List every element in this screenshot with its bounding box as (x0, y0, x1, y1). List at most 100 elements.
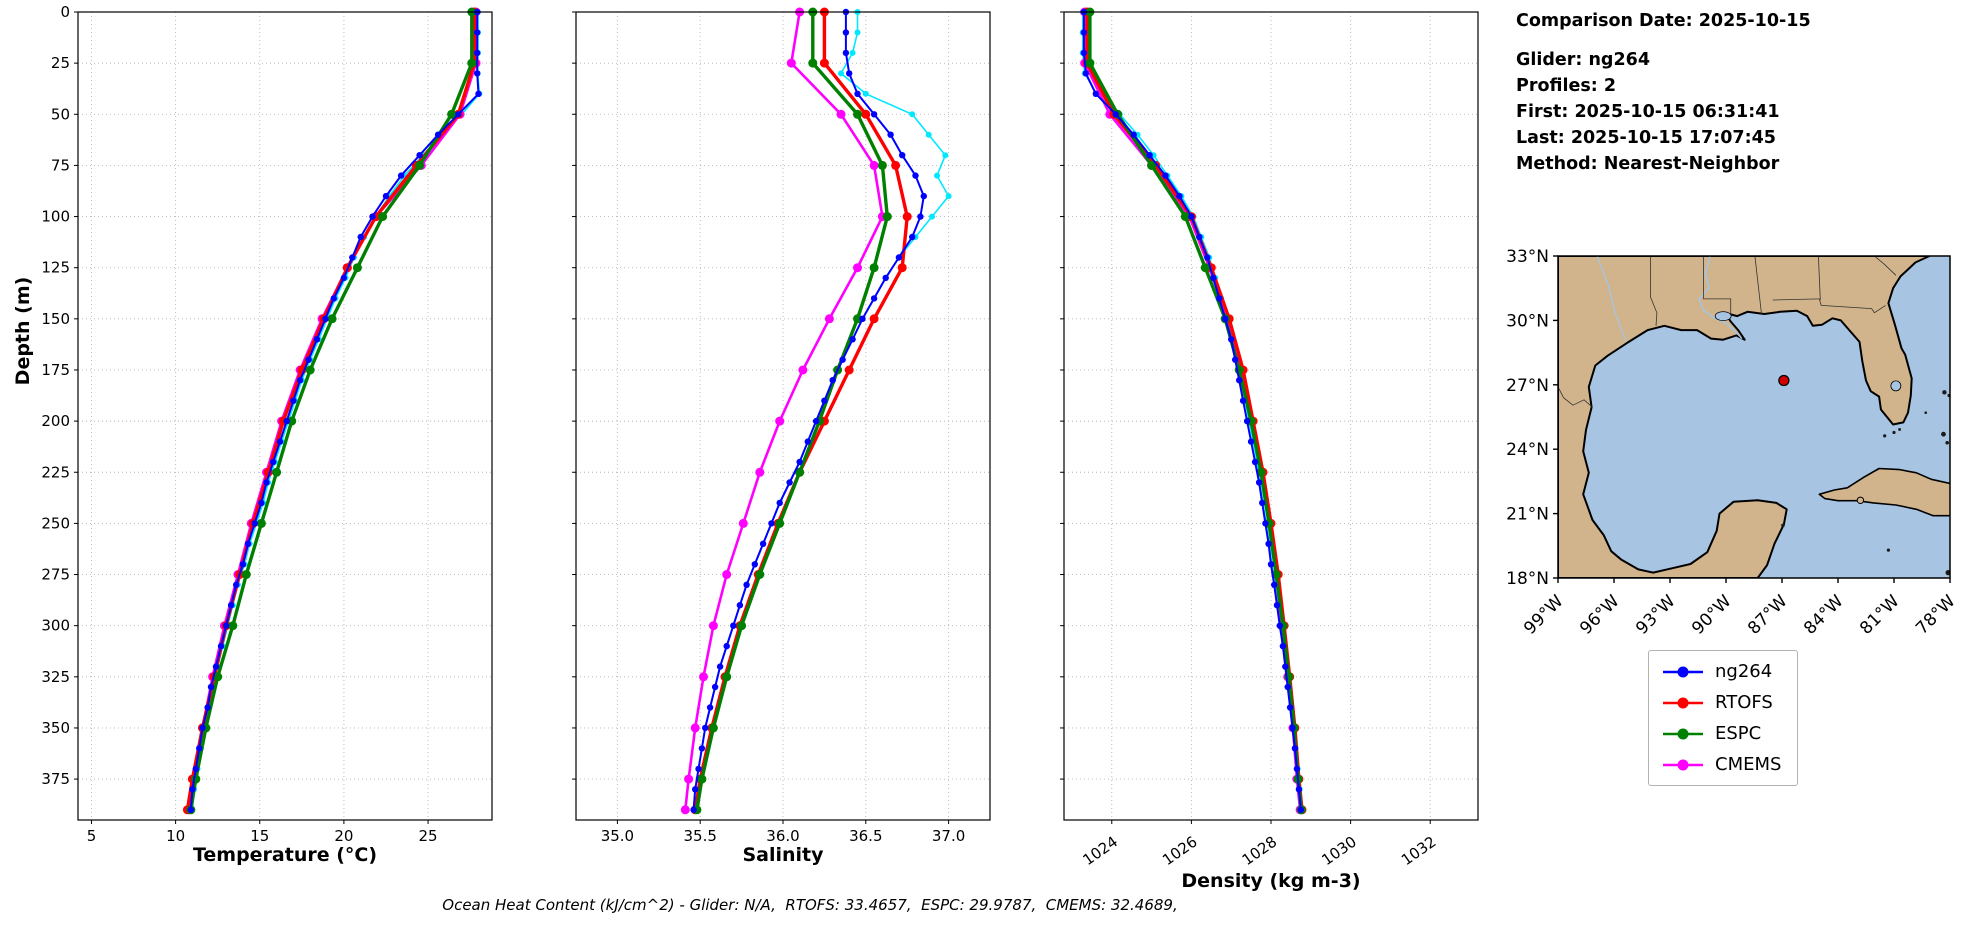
lake-okeechobee (1890, 380, 1902, 392)
series-marker (711, 683, 719, 691)
series-marker (322, 315, 329, 322)
series-espc-density (1085, 7, 1306, 815)
x-tick-label: 1032 (1398, 833, 1440, 870)
lon-tick-label: 78°W (1912, 591, 1959, 638)
series-marker (1293, 765, 1301, 773)
series-marker (213, 672, 223, 682)
series-marker (902, 212, 912, 222)
series-marker (1236, 377, 1243, 384)
x-tick-label: 1028 (1239, 833, 1281, 870)
lon-tick-label: 81°W (1856, 591, 1903, 638)
y-tick-label: 375 (41, 770, 70, 788)
series-marker (474, 49, 481, 57)
series-marker (698, 745, 706, 752)
series-marker (768, 520, 775, 527)
admin-border (1754, 256, 1762, 315)
series-marker (804, 438, 811, 445)
series-marker (1180, 212, 1190, 222)
series-marker (842, 29, 850, 36)
series-marker (475, 90, 482, 98)
series-marker (1085, 58, 1095, 68)
series-marker (862, 90, 869, 97)
lon-tick-label: 84°W (1800, 591, 1847, 638)
series-marker (305, 365, 315, 375)
legend-marker-icon (1663, 728, 1703, 739)
lon-tick-label: 90°W (1688, 591, 1735, 638)
series-marker (722, 672, 732, 682)
comparison-info-block: Comparison Date: 2025-10-15 Glider: ng26… (1516, 8, 1811, 177)
series-marker (1210, 274, 1217, 282)
x-tick-label: 1024 (1079, 833, 1121, 870)
series-marker (352, 263, 362, 273)
series-marker (692, 786, 699, 793)
series-marker (378, 212, 388, 222)
series-marker (340, 274, 348, 282)
series-marker (737, 621, 747, 631)
series-marker (929, 213, 935, 220)
series-marker (708, 621, 718, 631)
series-marker (434, 131, 442, 138)
series-marker (751, 561, 758, 568)
series-marker (1188, 213, 1195, 220)
depth-axis-label: Depth (m) (12, 276, 34, 386)
series-marker (1271, 581, 1278, 588)
lake-pontchartrain (1714, 311, 1732, 322)
series-marker (869, 263, 879, 273)
series-marker (1251, 458, 1259, 466)
series-marker (812, 417, 820, 425)
lat-tick-label: 21°N (1506, 505, 1549, 525)
first-profile-time-text: First: 2025-10-15 06:31:41 (1516, 102, 1780, 122)
series-marker (854, 90, 861, 98)
legend-item-rtofs: RTOFS (1661, 692, 1781, 713)
series-marker (1176, 192, 1183, 200)
series-marker (882, 274, 889, 282)
info-spacer (1516, 34, 1811, 47)
series-marker (684, 774, 694, 784)
lat-tick-label: 24°N (1506, 440, 1549, 460)
plot-frame (77, 11, 493, 821)
series-marker (382, 192, 390, 200)
legend-dot (1677, 666, 1689, 677)
series-marker (786, 58, 796, 68)
series-ng264-salinity (690, 8, 927, 813)
series-marker (849, 49, 856, 56)
series-marker (349, 254, 356, 261)
x-tick-label: 15 (250, 827, 269, 845)
series-marker (263, 479, 270, 486)
series-marker (287, 416, 297, 426)
series-marker (1291, 745, 1299, 752)
island (1883, 434, 1887, 438)
series-marker (853, 109, 862, 119)
series-marker (313, 336, 321, 343)
x-tick-label: 35.5 (683, 827, 716, 845)
series-marker (853, 263, 862, 273)
legend-label: ESPC (1715, 723, 1762, 744)
series-marker (849, 336, 856, 343)
legend-label: CMEMS (1715, 754, 1782, 775)
series-marker (369, 213, 376, 220)
series-marker (695, 765, 702, 773)
series-marker (455, 111, 462, 118)
y-tick-label: 175 (41, 361, 70, 379)
series-marker (877, 160, 887, 170)
series-marker (241, 570, 251, 579)
series-marker (474, 29, 481, 36)
salinity-axis-label: Salinity (742, 844, 824, 866)
temperature-panel: 5 10 15 20 250255075100125150175200225250275… (41, 3, 493, 845)
series-marker (1222, 315, 1229, 322)
lon-tick-label: 96°W (1576, 591, 1623, 638)
series-marker (795, 467, 805, 477)
island (1886, 548, 1890, 552)
legend-marker-icon (1663, 666, 1703, 677)
island (1942, 390, 1947, 395)
legend-item-espc: ESPC (1661, 723, 1781, 744)
series-marker (690, 806, 697, 813)
series-marker (895, 254, 903, 261)
series-marker (897, 263, 907, 273)
y-tick-label: 275 (41, 566, 70, 584)
glider-position-marker (1778, 374, 1790, 387)
series-marker (217, 642, 225, 650)
series-marker (258, 499, 265, 507)
lon-tick-label: 93°W (1632, 591, 1679, 638)
series-marker (192, 765, 199, 773)
